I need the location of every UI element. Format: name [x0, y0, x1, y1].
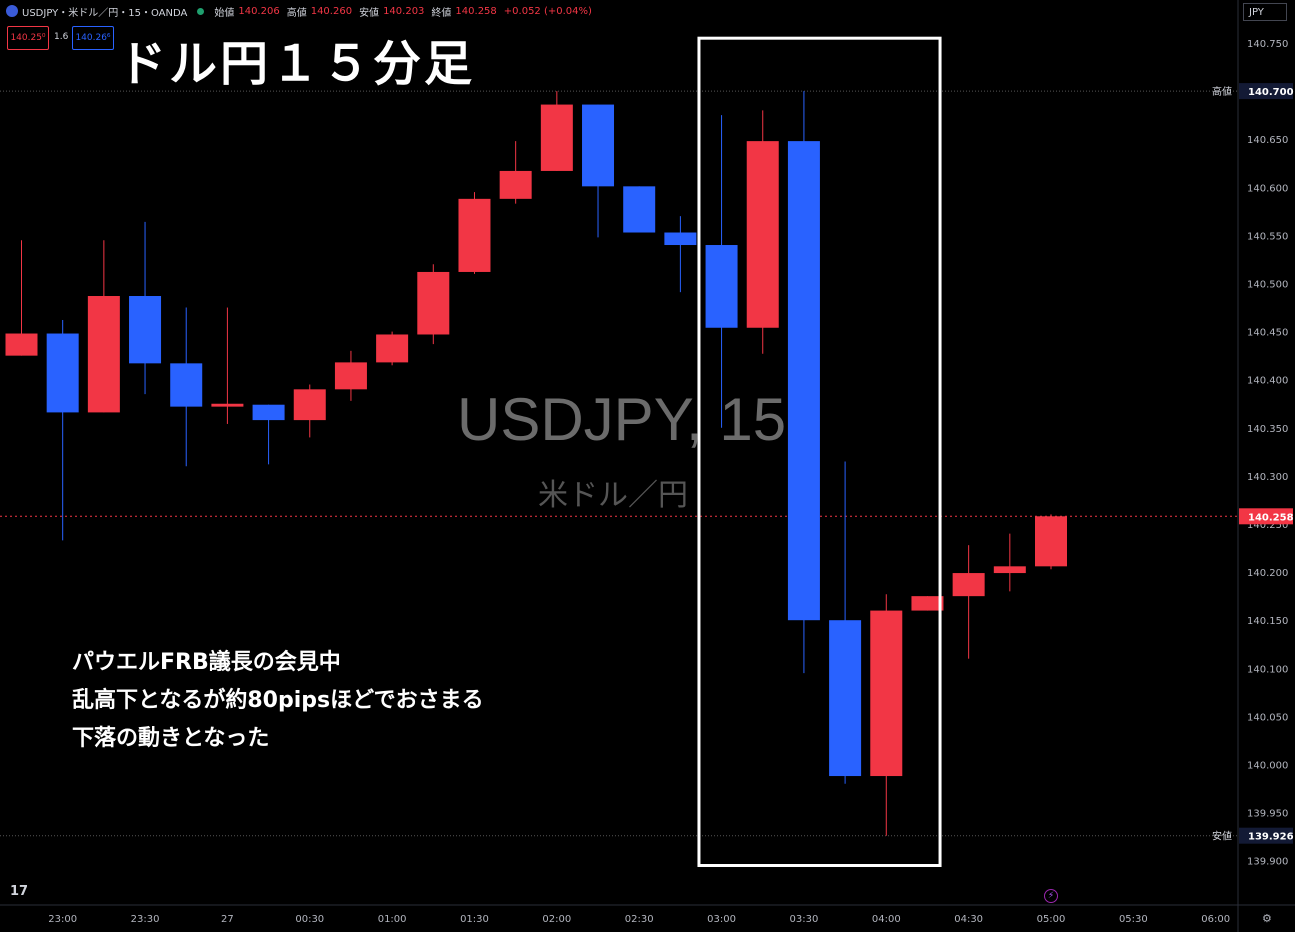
candle-down	[623, 186, 656, 233]
candle-up	[376, 334, 409, 363]
price-line-value: 140.700	[1248, 87, 1294, 98]
candle-down	[829, 620, 862, 777]
y-tick-label: 140.250	[1247, 520, 1288, 531]
candle-down	[129, 296, 162, 364]
candle-down	[170, 363, 203, 407]
y-tick-label: 140.400	[1247, 376, 1288, 387]
candle-up	[87, 296, 120, 413]
x-tick-label: 00:30	[295, 914, 324, 925]
y-tick-label: 140.600	[1247, 183, 1288, 194]
candle-down	[582, 104, 615, 187]
candle-down	[46, 333, 79, 413]
price-line-tag	[1239, 827, 1293, 844]
candle-up	[746, 141, 779, 328]
sell-button[interactable]: 140.25⁰	[7, 26, 49, 50]
buy-button[interactable]: 140.26⁶	[72, 26, 114, 50]
settings-icon[interactable]: ⚙	[1262, 912, 1272, 925]
candle-up	[458, 198, 491, 272]
y-tick-label: 140.550	[1247, 231, 1288, 242]
change-value: +0.052 (+0.04%)	[503, 5, 592, 17]
x-tick-label: 02:30	[625, 914, 654, 925]
x-tick-label: 04:00	[872, 914, 901, 925]
x-tick-label: 23:30	[131, 914, 160, 925]
y-tick-label: 140.000	[1247, 761, 1288, 772]
x-tick-label: 02:00	[542, 914, 571, 925]
candle-up	[1035, 516, 1067, 567]
tradingview-logo: 17	[10, 884, 29, 899]
open-value: 140.206	[238, 5, 280, 17]
note-line-2: 乱高下となるが約80pipsほどでおさまる	[72, 688, 484, 713]
x-tick-label: 05:30	[1119, 914, 1148, 925]
candle-up	[499, 170, 532, 199]
price-line-tag	[1239, 83, 1293, 100]
y-tick-label: 140.500	[1247, 280, 1288, 291]
low-label: 安値	[359, 7, 380, 19]
x-tick-label: 23:00	[48, 914, 77, 925]
x-tick-label: 05:00	[1037, 914, 1066, 925]
x-tick-label: 04:30	[954, 914, 983, 925]
highlight-box	[697, 36, 942, 868]
x-tick-label: 01:00	[378, 914, 407, 925]
candle-down	[787, 141, 820, 621]
candle-up	[417, 271, 450, 335]
watermark-symbol: USDJPY, 15	[457, 386, 787, 453]
close-label: 終値	[431, 7, 452, 19]
y-tick-label: 140.650	[1247, 135, 1288, 146]
y-tick-label: 140.750	[1247, 39, 1288, 50]
y-tick-label: 139.950	[1247, 809, 1288, 820]
candle-up	[993, 566, 1026, 574]
y-tick-label: 139.900	[1247, 857, 1288, 868]
candle-up	[293, 389, 326, 421]
x-tick-label: 01:30	[460, 914, 489, 925]
price-line-value: 139.926	[1248, 832, 1294, 843]
candle-up	[952, 573, 985, 597]
symbol-header: USDJPY・米ドル／円・15・OANDA 始値 140.206 高値 140.26…	[6, 3, 595, 19]
symbol-name[interactable]: USDJPY・米ドル／円・15・OANDA	[22, 7, 188, 19]
x-tick-label: 27	[221, 914, 234, 925]
low-value: 140.203	[383, 5, 425, 17]
candle-down	[252, 404, 285, 421]
y-tick-label: 140.450	[1247, 328, 1288, 339]
y-tick-label: 140.300	[1247, 472, 1288, 483]
flag-icon	[6, 5, 18, 17]
current-price-tag	[1239, 508, 1293, 525]
candle-down	[705, 245, 738, 328]
candle-down	[664, 232, 697, 246]
high-label: 高値	[286, 7, 307, 19]
y-tick-label: 140.150	[1247, 616, 1288, 627]
candle-up	[540, 104, 573, 171]
candle-up	[911, 596, 944, 611]
y-tick-label: 140.350	[1247, 424, 1288, 435]
price-line-name: 安値	[1212, 830, 1232, 843]
y-tick-label: 140.200	[1247, 568, 1288, 579]
x-tick-label: 03:30	[790, 914, 819, 925]
currency-button[interactable]: JPY	[1243, 3, 1287, 21]
price-line-name: 高値	[1212, 85, 1232, 98]
spread-value: 1.6	[54, 32, 69, 42]
close-value: 140.258	[455, 5, 497, 17]
market-status-icon	[197, 7, 205, 15]
candle-up	[211, 403, 244, 407]
candle-up	[334, 362, 367, 390]
high-value: 140.260	[310, 5, 353, 17]
candle-up	[5, 333, 38, 356]
open-label: 始値	[214, 7, 235, 19]
current-price-label: 140.258	[1248, 512, 1294, 523]
candle-up	[870, 610, 903, 777]
y-tick-label: 140.050	[1247, 712, 1288, 723]
note-line-1: パウエルFRB議長の会見中	[72, 650, 341, 675]
lightning-icon[interactable]: ⚡	[1044, 889, 1058, 903]
x-tick-label: 06:00	[1201, 914, 1230, 925]
watermark-name: 米ドル／円	[538, 478, 688, 513]
note-line-3: 下落の動きとなった	[72, 726, 270, 751]
overlay-title: ドル円１５分足	[118, 36, 476, 92]
x-tick-label: 03:00	[707, 914, 736, 925]
y-tick-label: 140.100	[1247, 664, 1288, 675]
